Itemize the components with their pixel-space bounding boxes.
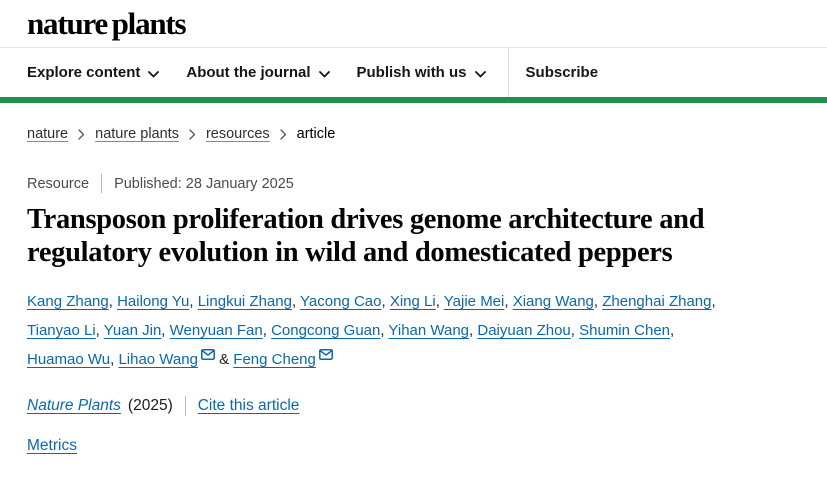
author-separator: ,	[95, 322, 104, 339]
chevron-down-icon	[148, 65, 160, 82]
site-header: nature plants	[0, 0, 827, 48]
author-separator: ,	[504, 293, 513, 310]
author-link[interactable]: Zhenghai Zhang	[602, 293, 712, 310]
author-separator: ,	[670, 322, 675, 339]
chevron-right-icon	[78, 128, 85, 140]
author-link[interactable]: Yihan Wang	[388, 322, 470, 339]
cite-divider	[184, 396, 186, 416]
author-link[interactable]: Lihao Wang	[118, 351, 198, 368]
chevron-down-icon	[474, 65, 486, 82]
author-link[interactable]: Yajie Mei	[443, 293, 505, 310]
meta-divider	[101, 174, 103, 193]
author-separator: ,	[262, 322, 272, 339]
nav-subscribe-label: Subscribe	[525, 64, 599, 81]
author-separator: ,	[161, 322, 170, 339]
author-link[interactable]: Yacong Cao	[300, 293, 382, 310]
author-separator: ,	[469, 322, 478, 339]
author-separator: ,	[380, 322, 389, 339]
nav-publish-with-us[interactable]: Publish with us	[357, 48, 486, 97]
author-link[interactable]: Xiang Wang	[512, 293, 594, 310]
article-type-label: Resource	[27, 175, 90, 192]
nav-explore-content-label: Explore content	[27, 64, 141, 81]
author-separator: ,	[110, 351, 119, 368]
author-link[interactable]: Yuan Jin	[103, 322, 162, 339]
metrics-link[interactable]: Metrics	[27, 437, 77, 454]
author-link[interactable]: Kang Zhang	[27, 293, 109, 310]
journal-year: (2025)	[127, 397, 173, 414]
author-link[interactable]: Wenyuan Fan	[169, 322, 263, 339]
author-separator: ,	[570, 322, 580, 339]
nav-subscribe[interactable]: Subscribe	[526, 48, 599, 97]
nav-about-the-journal-label: About the journal	[186, 64, 311, 81]
breadcrumb-nature-plants[interactable]: nature plants	[95, 126, 179, 142]
metrics-row: Metrics	[27, 437, 800, 455]
author-link[interactable]: Tianyao Li	[27, 322, 96, 339]
author-separator: ,	[593, 293, 603, 310]
email-icon[interactable]	[200, 341, 215, 370]
author-link[interactable]: Shumin Chen	[579, 322, 671, 339]
author-link[interactable]: Huamao Wu	[27, 351, 111, 368]
journal-link[interactable]: Nature Plants	[27, 397, 121, 414]
article-meta: Resource Published: 28 January 2025	[27, 174, 800, 193]
chevron-down-icon	[318, 65, 330, 82]
brand-accent-bar	[0, 97, 827, 103]
article-main: Resource Published: 28 January 2025 Tran…	[0, 174, 827, 455]
author-link[interactable]: Feng Cheng	[233, 351, 316, 368]
chevron-right-icon	[189, 128, 196, 140]
nav-divider	[507, 48, 509, 97]
email-icon[interactable]	[318, 341, 333, 370]
author-list: Kang Zhang, Hailong Yu, Lingkui Zhang, Y…	[27, 287, 733, 374]
author-separator: &	[214, 351, 234, 368]
citation-row: Nature Plants (2025) Cite this article	[27, 396, 800, 416]
author-link[interactable]: Lingkui Zhang	[197, 293, 292, 310]
author-separator: ,	[381, 293, 390, 310]
article-title: Transposon proliferation drives genome a…	[27, 204, 705, 268]
cite-this-article-link[interactable]: Cite this article	[197, 397, 300, 414]
nav-explore-content[interactable]: Explore content	[27, 48, 160, 97]
author-separator: ,	[435, 293, 444, 310]
journal-logo[interactable]: nature plants	[27, 6, 187, 41]
author-separator: ,	[291, 293, 301, 310]
main-nav: Explore content About the journal Publis…	[0, 48, 827, 97]
author-link[interactable]: Xing Li	[389, 293, 436, 310]
author-separator: ,	[189, 293, 198, 310]
author-link[interactable]: Hailong Yu	[117, 293, 190, 310]
published-date: Published: 28 January 2025	[114, 175, 294, 192]
breadcrumb-article: article	[296, 126, 336, 142]
nav-publish-with-us-label: Publish with us	[356, 64, 467, 81]
breadcrumb: nature nature plants resources article	[0, 103, 827, 142]
breadcrumb-resources[interactable]: resources	[205, 126, 270, 142]
chevron-right-icon	[279, 128, 287, 140]
breadcrumb-nature[interactable]: nature	[27, 126, 69, 142]
author-separator: ,	[108, 293, 118, 310]
author-link[interactable]: Congcong Guan	[271, 322, 381, 339]
nav-about-the-journal[interactable]: About the journal	[186, 48, 330, 97]
author-separator: ,	[711, 293, 716, 310]
author-link[interactable]: Daiyuan Zhou	[477, 322, 571, 339]
